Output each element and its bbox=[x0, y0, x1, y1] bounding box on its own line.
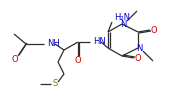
Text: O: O bbox=[151, 26, 157, 34]
Text: O: O bbox=[75, 56, 81, 65]
Text: N: N bbox=[136, 43, 142, 52]
Text: O: O bbox=[135, 53, 141, 62]
Text: S: S bbox=[52, 79, 58, 89]
Text: HN: HN bbox=[93, 37, 106, 46]
Text: O: O bbox=[12, 55, 18, 63]
Text: NH: NH bbox=[47, 39, 60, 48]
Text: N: N bbox=[120, 20, 126, 29]
Text: H₂N: H₂N bbox=[114, 12, 130, 21]
